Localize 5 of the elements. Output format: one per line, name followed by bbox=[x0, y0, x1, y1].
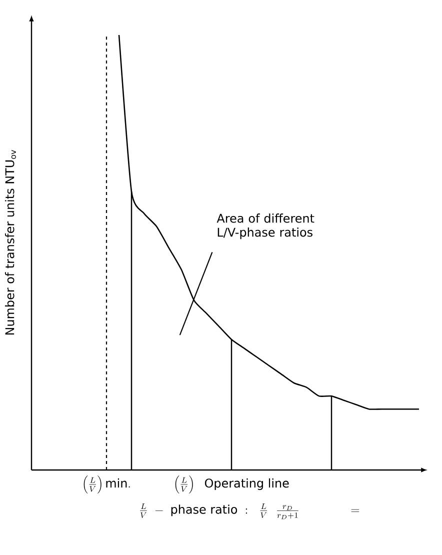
y-axis-title: Number of transfer units NTU$_{ov}$ bbox=[4, 150, 16, 335]
x-axis-title: $\frac{L}{V}\ -\ \mathrm{phase\ ratio}\ :\ \ \frac{L}{V}\ \ \frac{r_D}{r_D+1}\qquad\qquad =$ bbox=[140, 504, 360, 520]
x-tick-label: $\left(\frac{L}{V}\right)\ \ \mathrm{Operating\ line}$ bbox=[175, 476, 289, 494]
x-tick-label: $\left(\frac{L}{V}\right)\mathrm{min.}$ bbox=[84, 476, 130, 494]
annotation: Area of different L/V-phase ratios bbox=[216, 214, 314, 240]
